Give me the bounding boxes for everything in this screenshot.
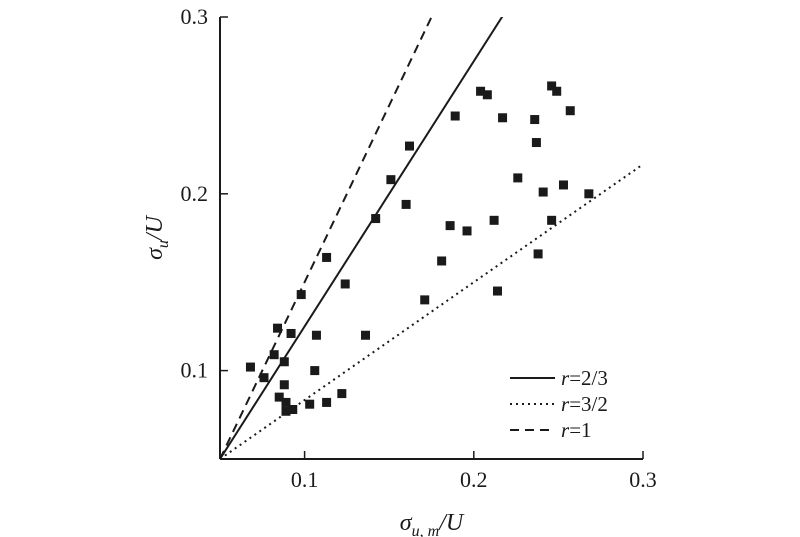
- legend-variable: r: [561, 392, 570, 416]
- y-tick-label: 0.2: [181, 181, 209, 206]
- y-axis-label-subscript: u: [155, 240, 172, 248]
- axes: [219, 17, 643, 460]
- data-point: [476, 86, 486, 96]
- data-point: [305, 399, 315, 409]
- data-point: [445, 221, 455, 231]
- data-point: [498, 113, 508, 123]
- data-point: [281, 406, 291, 416]
- data-point: [371, 214, 381, 224]
- y-axis-label-symbol: σ: [142, 247, 168, 260]
- data-point: [584, 189, 594, 199]
- data-point: [279, 357, 289, 367]
- data-point: [538, 187, 548, 197]
- data-point: [245, 362, 255, 372]
- data-point: [322, 252, 332, 262]
- x-axis-label: σu, m/U: [400, 510, 465, 537]
- data-point: [259, 373, 269, 383]
- data-point: [281, 397, 291, 407]
- legend-equals: =: [569, 366, 581, 390]
- data-point: [386, 175, 396, 185]
- x-tick-label: 0.1: [291, 467, 319, 492]
- x-tick-label: 0.2: [460, 467, 488, 492]
- data-point: [273, 323, 283, 333]
- x-tick-label: 0.3: [629, 467, 657, 492]
- data-point: [482, 90, 492, 100]
- data-point: [286, 328, 296, 338]
- data-point: [296, 290, 306, 300]
- axis-ticks: 0.1 0.2 0.3 0.1 0.2 0.3: [181, 4, 657, 492]
- y-axis-label-rest: /U: [142, 214, 168, 242]
- data-point: [437, 256, 447, 266]
- data-point: [269, 350, 279, 360]
- data-point: [513, 173, 523, 183]
- legend-equals: =: [569, 418, 581, 442]
- data-point: [420, 295, 430, 305]
- legend-value: 2/3: [581, 366, 608, 390]
- legend: r=2/3r=3/2r=1: [510, 366, 608, 442]
- data-point: [310, 366, 320, 376]
- data-point: [322, 397, 332, 407]
- legend-entry: r=3/2: [561, 392, 608, 416]
- data-point: [462, 226, 472, 236]
- legend-value: 1: [581, 418, 592, 442]
- x-axis-label-subscript: u, m: [412, 523, 440, 537]
- reference-lines: [220, 17, 643, 459]
- legend-equals: =: [569, 392, 581, 416]
- legend-value: 3/2: [581, 392, 608, 416]
- x-axis-label-rest: /U: [437, 510, 465, 536]
- reference-line-solid: [220, 17, 504, 459]
- y-axis-label: σu/U: [142, 214, 172, 260]
- data-point: [489, 215, 499, 225]
- data-point: [405, 141, 415, 151]
- data-point: [274, 392, 284, 402]
- data-point: [531, 138, 541, 148]
- legend-variable: r: [561, 366, 570, 390]
- data-points: [245, 81, 594, 416]
- data-point: [288, 404, 298, 414]
- data-point: [552, 86, 562, 96]
- data-point: [530, 115, 540, 125]
- data-point: [361, 330, 371, 340]
- data-point: [565, 106, 575, 116]
- data-point: [492, 286, 502, 296]
- y-tick-label: 0.3: [181, 4, 209, 29]
- y-tick-label: 0.1: [181, 358, 209, 383]
- data-point: [547, 81, 557, 91]
- data-point: [279, 380, 289, 390]
- legend-entry: r=1: [561, 418, 592, 442]
- legend-entry: r=2/3: [561, 366, 608, 390]
- data-point: [401, 199, 411, 209]
- legend-variable: r: [561, 418, 570, 442]
- data-point: [450, 111, 460, 121]
- data-point: [311, 330, 321, 340]
- data-point: [340, 279, 350, 289]
- reference-line-dashed: [220, 17, 433, 459]
- axis-labels: σu, m/Uσu/U: [142, 214, 465, 537]
- data-point: [558, 180, 568, 190]
- data-point: [547, 215, 557, 225]
- data-point: [533, 249, 543, 259]
- data-point: [337, 389, 347, 399]
- x-axis-label-symbol: σ: [400, 510, 413, 536]
